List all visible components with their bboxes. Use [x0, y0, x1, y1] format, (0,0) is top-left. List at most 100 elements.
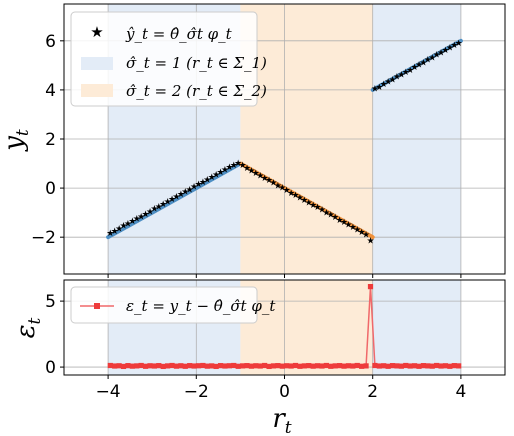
data-point-star: ★ [208, 173, 216, 183]
residual-marker [385, 363, 391, 369]
data-point-star: ★ [340, 218, 348, 228]
residual-marker [235, 363, 241, 369]
data-point-star: ★ [106, 229, 114, 239]
bottom-xlabel: rt [272, 404, 291, 436]
residual-marker [447, 363, 453, 369]
data-point-star: ★ [159, 200, 167, 210]
data-point-star: ★ [366, 237, 374, 247]
ytick-label: 0 [45, 179, 56, 199]
data-point-star: ★ [318, 206, 326, 216]
residual-marker [151, 363, 158, 369]
residual-marker [284, 363, 290, 369]
residual-marker [354, 362, 360, 369]
true-line-segment [370, 38, 463, 92]
region-band [240, 280, 373, 375]
data-point-star: ★ [362, 230, 370, 240]
residual-marker [407, 363, 413, 369]
data-point-star: ★ [199, 178, 207, 188]
bottom-yticks: 05 [45, 292, 64, 378]
data-point-star: ★ [230, 161, 238, 171]
residual-marker [403, 362, 409, 369]
xtick-label: −4 [96, 382, 121, 402]
residual-marker [209, 363, 215, 369]
residual-marker [112, 363, 118, 369]
top-panel: ★★★★★★★★★★★★★★★★★★★★★★★★★★★★★★★★★★★★★★★★… [0, 3, 506, 278]
data-point-star: ★ [221, 166, 229, 176]
data-point-star: ★ [384, 78, 392, 88]
legend-eps-label: ε_t = y_t − θ̂_σ̂t φ_t [126, 297, 276, 315]
data-point-star: ★ [300, 196, 308, 206]
residual-marker [120, 363, 127, 370]
top-true-lines [106, 38, 463, 240]
data-point-star: ★ [305, 198, 313, 208]
ytick-label: 5 [45, 292, 56, 312]
residual-marker [425, 363, 431, 369]
residual-marker [160, 363, 166, 370]
residual-marker [244, 363, 250, 369]
data-point-star: ★ [239, 161, 247, 171]
data-point-star: ★ [322, 208, 330, 218]
residual-marker [147, 363, 153, 369]
data-point-star: ★ [247, 166, 255, 176]
residual-marker [363, 363, 369, 369]
residual-marker [438, 363, 444, 369]
residual-marker [195, 363, 202, 369]
residual-marker [156, 363, 162, 369]
data-point-star: ★ [217, 168, 225, 178]
data-point-star: ★ [212, 170, 220, 180]
legend-sigma2-label: σ̂_t = 2 (r_t ∈ Σ_2) [126, 82, 267, 100]
data-point-star: ★ [296, 193, 304, 203]
residual-marker [200, 362, 206, 369]
data-point-star: ★ [287, 189, 295, 199]
data-point-star: ★ [155, 203, 163, 213]
data-point-star: ★ [433, 51, 441, 61]
bottom-panel: 05 −4 −2 0 2 4 εt rt ε_t = y_t − θ̂_σ̂t φ_t [11, 279, 506, 436]
data-point-star: ★ [415, 60, 423, 70]
data-point-star: ★ [243, 164, 251, 174]
data-point-star: ★ [225, 163, 233, 173]
residual-marker [138, 362, 144, 369]
data-point-star: ★ [115, 224, 123, 234]
residual-marker [451, 363, 457, 369]
residual-marker [376, 363, 382, 369]
data-point-star: ★ [393, 73, 401, 83]
data-point-star: ★ [164, 197, 172, 207]
data-point-star: ★ [358, 228, 366, 238]
data-point-star: ★ [283, 186, 291, 196]
residual-marker [297, 363, 303, 369]
ytick-label: 4 [45, 81, 56, 101]
bottom-legend-box [70, 286, 258, 324]
top-legend-box [70, 11, 258, 107]
data-point-star: ★ [119, 221, 127, 231]
data-point-star: ★ [142, 210, 150, 220]
residual-marker [288, 363, 294, 369]
data-point-star: ★ [172, 193, 180, 203]
data-point-star: ★ [389, 76, 397, 86]
legend-sigma1-label: σ̂_t = 1 (r_t ∈ Σ_1) [126, 54, 267, 72]
data-point-star: ★ [186, 185, 194, 195]
data-point-star: ★ [336, 216, 344, 226]
bottom-series [107, 283, 462, 370]
residual-marker [306, 363, 312, 369]
residual-marker [341, 363, 347, 369]
data-point-star: ★ [353, 225, 361, 235]
data-point-star: ★ [397, 70, 405, 80]
residual-marker [248, 363, 255, 369]
data-point-star: ★ [314, 203, 322, 213]
bottom-ylabel: εt [11, 317, 45, 338]
residual-marker [434, 362, 440, 369]
data-point-star: ★ [261, 174, 269, 184]
residual-marker [257, 363, 263, 369]
residual-marker [292, 362, 299, 369]
data-point-star: ★ [133, 215, 141, 225]
residual-marker [372, 362, 378, 369]
residual-marker [107, 362, 113, 369]
residual-marker [222, 363, 228, 369]
residual-marker [270, 363, 277, 369]
residual-marker [204, 363, 210, 369]
ytick-label: −2 [31, 228, 56, 248]
bottom-xticks: −4 −2 0 2 4 [96, 375, 466, 402]
data-point-star: ★ [371, 85, 379, 95]
residual-marker [319, 363, 325, 369]
data-point-star: ★ [450, 41, 458, 51]
